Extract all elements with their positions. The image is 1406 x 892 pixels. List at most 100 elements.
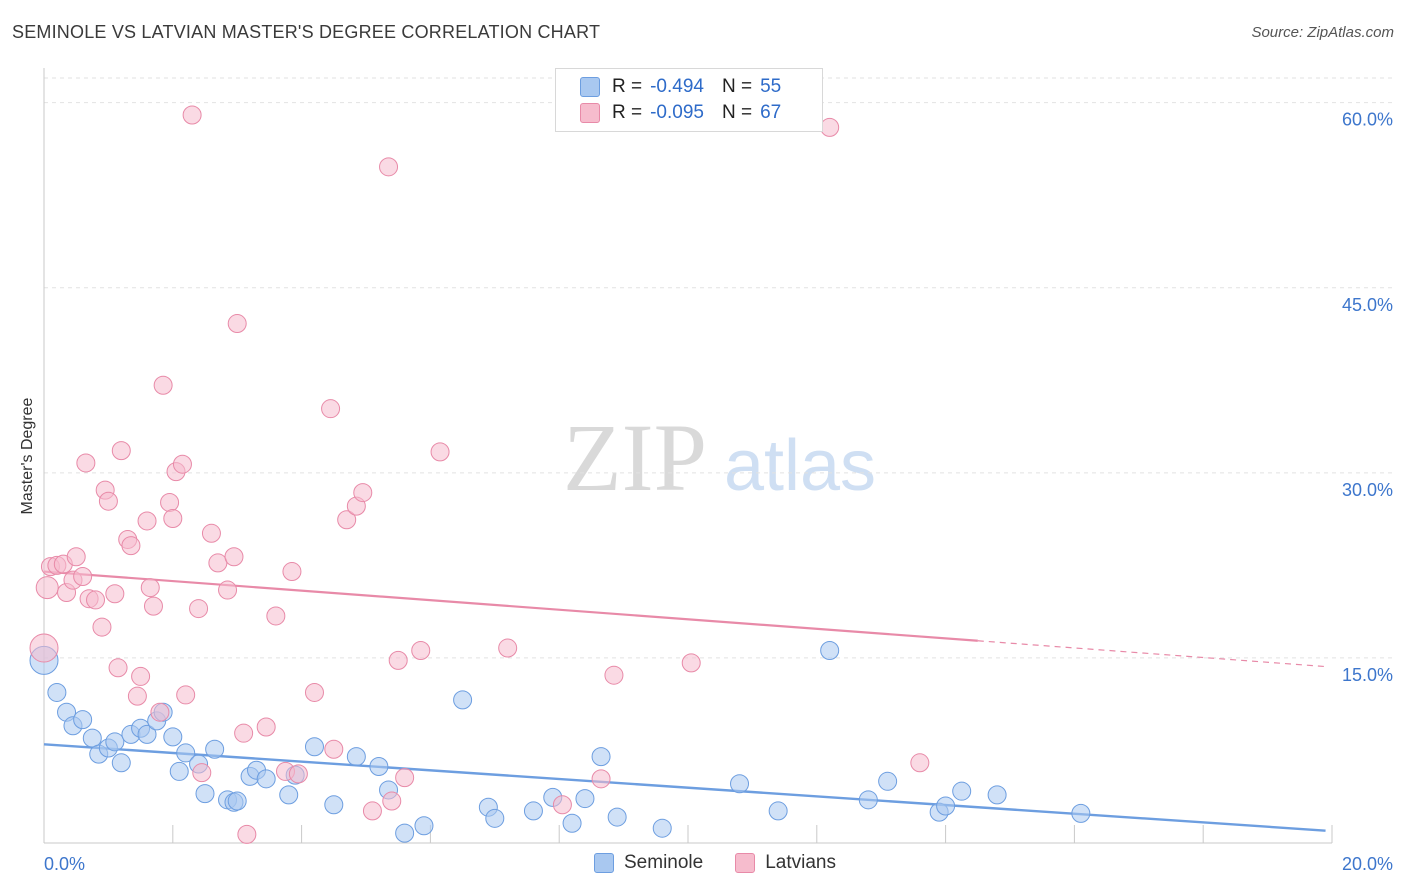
seminole-point <box>111 753 131 773</box>
seminole-point <box>878 771 898 791</box>
seminole-swatch <box>594 853 614 873</box>
legend-r-label: R = <box>612 102 643 123</box>
latvians-point <box>66 547 86 567</box>
chart-title: SEMINOLE VS LATVIAN MASTER'S DEGREE CORR… <box>12 22 601 42</box>
seminole-point <box>256 769 276 789</box>
data-points <box>29 105 1091 844</box>
latvians-point <box>150 702 170 722</box>
seminole-point <box>105 732 125 752</box>
latvians-point <box>108 658 128 678</box>
latvians-swatch <box>580 103 600 123</box>
latvians-point <box>76 453 96 473</box>
latvians-point <box>172 454 192 474</box>
seminole-point <box>73 710 93 730</box>
seminole-point <box>952 781 972 801</box>
seminole-point <box>453 690 473 710</box>
seminole-swatch <box>580 77 600 97</box>
seminole-point <box>346 747 366 767</box>
latvians-point <box>182 105 202 125</box>
seminole-point <box>169 761 189 781</box>
latvians-trendline-extension <box>977 640 1326 668</box>
latvians-point <box>143 596 163 616</box>
latvians-point <box>105 584 125 604</box>
legend-item-latvians[interactable]: Latvians <box>735 852 836 874</box>
legend-n-value: 55 <box>760 76 782 97</box>
latvians-point <box>111 441 131 461</box>
seminole-point <box>523 801 543 821</box>
seminole-point <box>562 813 582 833</box>
latvians-point <box>137 511 157 531</box>
legend-r-value: -0.095 <box>650 102 704 123</box>
seminole-point <box>768 801 788 821</box>
seminole-point <box>137 724 157 744</box>
latvians-point <box>163 508 183 528</box>
latvians-point <box>234 723 254 743</box>
seminole-point <box>730 774 750 794</box>
seminole-point <box>652 818 672 838</box>
latvians-point <box>430 442 450 462</box>
latvians-point <box>35 576 59 600</box>
latvians-point <box>92 617 112 637</box>
seminole-point <box>575 789 595 809</box>
legend-item-seminole[interactable]: Seminole <box>594 852 703 874</box>
legend-n-label: N = <box>721 102 753 123</box>
latvians-point <box>160 492 180 512</box>
latvians-point <box>140 578 160 598</box>
seminole-point <box>279 785 299 805</box>
seminole-point <box>858 790 878 810</box>
seminole-point <box>591 747 611 767</box>
latvians-point <box>237 824 257 844</box>
seminole-point <box>163 727 183 747</box>
legend-r-label: R = <box>612 76 643 97</box>
seminole-point <box>304 737 324 757</box>
latvians-point <box>820 117 840 137</box>
latvians-point <box>256 717 276 737</box>
latvians-point <box>382 791 402 811</box>
latvians-point <box>153 375 173 395</box>
seminole-point <box>414 816 434 836</box>
y-tick-label: 60.0% <box>1342 110 1393 130</box>
correlation-legend: R = -0.494 N = 55 R = -0.095 N = 67 <box>555 68 823 132</box>
latvians-point <box>591 769 611 789</box>
legend-label-latvians: Latvians <box>765 852 836 873</box>
latvians-point <box>224 547 244 567</box>
latvians-point <box>29 633 59 663</box>
latvians-point <box>98 491 118 511</box>
legend-n-value: 67 <box>760 102 782 123</box>
latvians-point <box>282 562 302 582</box>
series-legend: Seminole Latvians <box>594 852 868 874</box>
seminole-point <box>820 641 840 661</box>
latvians-point <box>176 685 196 705</box>
seminole-point <box>1071 803 1091 823</box>
axes <box>43 68 1333 844</box>
seminole-point <box>195 784 215 804</box>
tick-labels: 15.0% 30.0% 45.0% 60.0% 0.0% 20.0% <box>44 110 1393 874</box>
latvians-point <box>411 641 431 661</box>
latvians-point <box>604 665 624 685</box>
latvians-point <box>189 599 209 619</box>
seminole-point <box>47 682 67 702</box>
seminole-point <box>176 743 196 763</box>
latvians-point <box>288 764 308 784</box>
latvians-point <box>127 686 147 706</box>
x-tick-label: 20.0% <box>1342 854 1393 874</box>
seminole-point <box>82 728 102 748</box>
latvians-point <box>552 795 572 815</box>
latvians-point <box>121 536 141 556</box>
latvians-point <box>208 553 228 573</box>
latvians-point <box>498 638 518 658</box>
watermark-atlas: atlas <box>724 426 876 506</box>
trendlines <box>43 570 1326 832</box>
legend-r-value: -0.494 <box>650 76 704 97</box>
legend-n-label: N = <box>721 76 753 97</box>
latvians-point <box>681 653 701 673</box>
latvians-point <box>388 650 408 670</box>
latvians-point <box>353 483 373 503</box>
latvians-point <box>131 666 151 686</box>
gridlines <box>44 77 1392 659</box>
latvians-point <box>86 590 106 610</box>
latvians-swatch <box>735 853 756 873</box>
latvians-point <box>337 510 357 530</box>
latvians-point <box>266 606 286 626</box>
